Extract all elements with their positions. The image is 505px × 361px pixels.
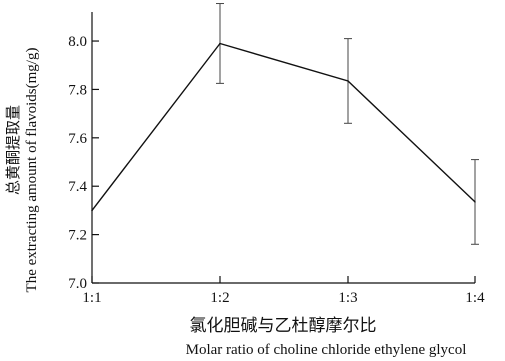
- x-tick-label: 1:1: [82, 290, 101, 306]
- y-tick-label: 7.2: [68, 228, 87, 244]
- x-axis-label-en: Molar ratio of choline chloride ethylene…: [186, 342, 467, 358]
- x-axis-label-zh: 氯化胆碱与乙杜醇摩尔比: [190, 316, 377, 336]
- y-ticks: 7.0 7.2 7.4 7.6 7.8 8.0: [68, 34, 99, 292]
- y-tick-label: 7.0: [68, 276, 87, 292]
- y-tick-label: 8.0: [68, 34, 87, 50]
- y-tick-label: 7.4: [68, 179, 87, 195]
- series-line: [91, 42, 476, 211]
- x-ticks: 1:1 1:2 1:3 1:4: [82, 276, 485, 306]
- error-bars: [91, 3, 479, 245]
- y-axis-label-zh: 总黄酮提取量: [4, 105, 22, 195]
- y-axis-label-en: The extracting amount of flavoids(mg/g): [24, 48, 40, 293]
- y-tick-label: 7.8: [68, 82, 87, 98]
- x-tick-label: 1:4: [465, 290, 485, 306]
- x-tick-label: 1:3: [338, 290, 357, 306]
- y-tick-label: 7.6: [68, 131, 87, 147]
- x-tick-label: 1:2: [210, 290, 229, 306]
